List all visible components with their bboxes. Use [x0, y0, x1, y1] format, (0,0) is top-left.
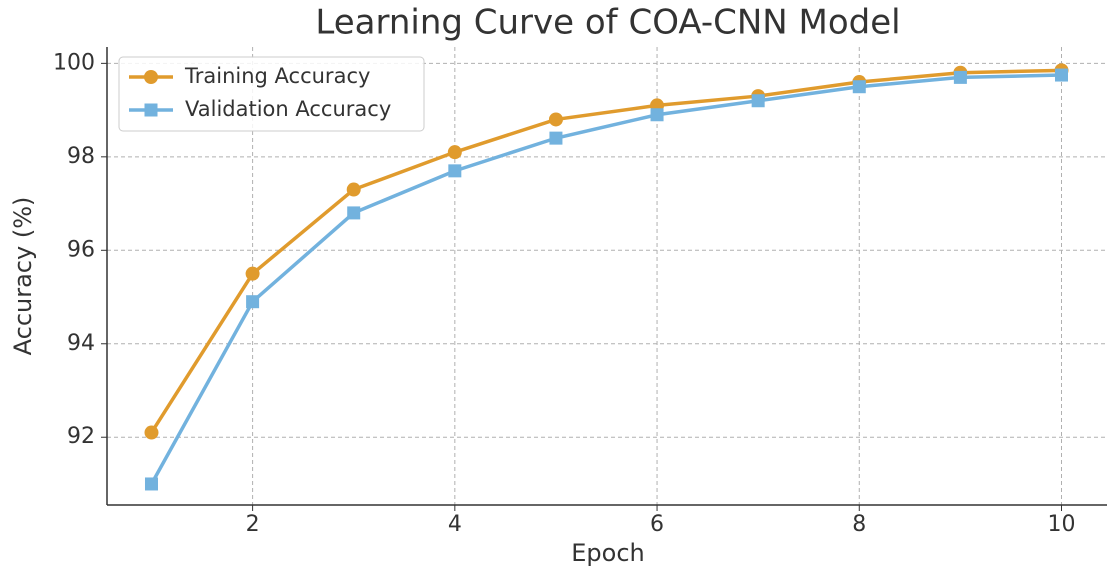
marker [448, 164, 462, 178]
marker [447, 145, 462, 160]
marker [548, 112, 563, 127]
marker [246, 295, 260, 309]
x-tick-label: 2 [246, 512, 260, 537]
legend-box [118, 56, 425, 132]
x-tick-label: 6 [650, 512, 664, 537]
legend-marker [144, 70, 158, 84]
marker [953, 70, 967, 84]
marker [751, 94, 765, 108]
y-tick-label: 100 [53, 50, 95, 75]
marker [1054, 68, 1068, 82]
legend-label: Training Accuracy [184, 64, 370, 88]
x-tick-label: 4 [448, 512, 462, 537]
legend-marker [144, 103, 158, 117]
y-axis-label: Accuracy (%) [9, 197, 37, 356]
series-line [149, 73, 1062, 485]
marker [347, 206, 361, 220]
marker [549, 131, 563, 145]
x-axis-label: Epoch [571, 539, 645, 567]
marker [144, 477, 158, 491]
marker [650, 108, 664, 122]
marker [245, 266, 260, 281]
y-tick-label: 94 [67, 331, 95, 356]
x-tick-label: 8 [852, 512, 866, 537]
y-tick-label: 98 [67, 144, 95, 169]
marker [346, 182, 361, 197]
y-tick-label: 92 [67, 424, 95, 449]
series-line [150, 68, 1062, 434]
y-tick-label: 96 [67, 237, 95, 262]
legend-label: Validation Accuracy [185, 97, 391, 121]
marker [852, 80, 866, 94]
marker [144, 425, 159, 440]
chart-title: Learning Curve of COA-CNN Model [315, 3, 900, 43]
x-tick-label: 10 [1047, 512, 1075, 537]
